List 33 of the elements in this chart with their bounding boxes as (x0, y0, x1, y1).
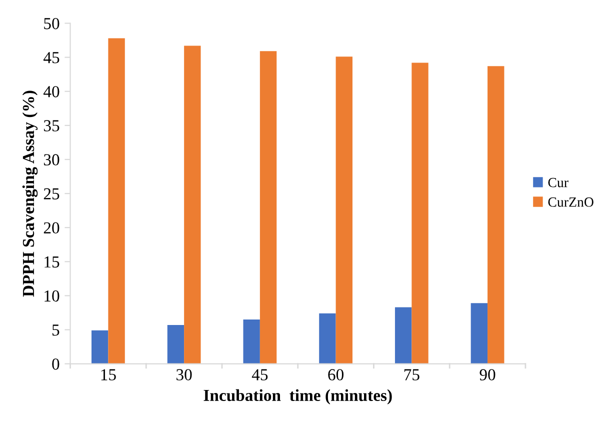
bar (394, 307, 412, 364)
y-tick-label: 30 (44, 154, 60, 166)
y-axis-title: DPPH Scavenging Assay (%) (22, 90, 38, 297)
legend-label: Cur (548, 178, 568, 188)
x-axis-title: Incubation time (minutes) (204, 389, 392, 404)
bar (92, 330, 108, 364)
bar (336, 56, 352, 364)
x-tick-label: 75 (404, 369, 420, 380)
x-tick-label: 15 (101, 369, 116, 380)
y-tick-label: 0 (52, 358, 60, 370)
bar (184, 46, 201, 364)
y-tick-label: 50 (44, 18, 60, 30)
bar (260, 51, 277, 364)
bar (243, 320, 260, 364)
y-tick-label: 40 (44, 86, 60, 98)
y-tick-label: 10 (44, 290, 60, 302)
x-tick-label: 30 (176, 369, 192, 380)
y-tick-label: 5 (52, 324, 60, 336)
bar (108, 38, 125, 364)
x-tick-label: 90 (480, 369, 496, 380)
y-tick-label: 20 (44, 222, 60, 234)
y-tick-label: 25 (44, 188, 60, 200)
bar (470, 303, 488, 364)
bar (167, 324, 184, 364)
legend-label: CurZnO (548, 197, 594, 207)
y-tick-label: 15 (44, 256, 60, 268)
y-tick-label: 35 (44, 120, 60, 132)
bar (412, 62, 428, 364)
x-tick-label: 60 (328, 369, 344, 380)
y-tick-label: 45 (44, 52, 60, 64)
bar (319, 313, 336, 364)
bar (488, 66, 504, 364)
x-tick-label: 45 (252, 369, 268, 380)
